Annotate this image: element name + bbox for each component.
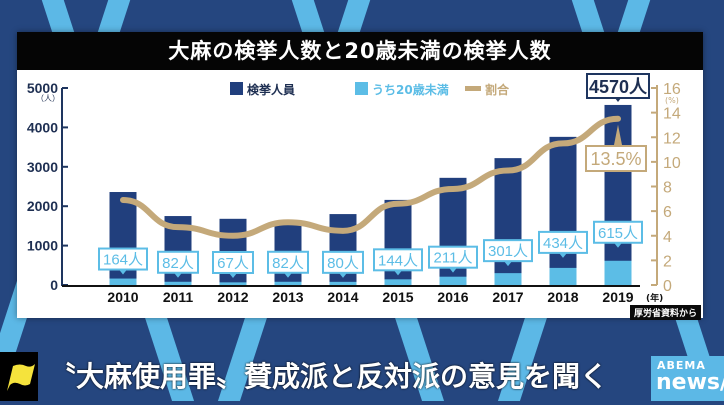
flag-icon (7, 364, 35, 391)
bar-under20 (549, 267, 577, 285)
total-callout-pointer (615, 98, 621, 102)
legend-swatch (465, 86, 481, 91)
under20-label-pointer (504, 261, 512, 267)
ratio-callout-box (585, 145, 647, 172)
legend-label: うち20歳未満 (372, 82, 449, 97)
x-axis-unit: (年) (646, 292, 663, 304)
under20-label-pointer (339, 272, 347, 278)
ratio-line (120, 115, 621, 239)
legend-swatch (230, 82, 243, 95)
x-axis-tick-label: 2013 (272, 289, 303, 305)
under20-label: 301人 (488, 243, 528, 260)
legend-label: 検挙人員 (247, 82, 295, 97)
source-label: 厚労省資料から (630, 305, 702, 320)
bar-under20 (604, 260, 632, 285)
right-axis-tick-label: 14 (663, 106, 681, 123)
right-axis-tick-label: 16 (663, 81, 681, 98)
left-axis-tick-label: 1000 (27, 238, 58, 254)
under20-label: 211人 (434, 250, 473, 267)
left-axis-tick-label: 4000 (27, 119, 58, 135)
under20-label: 67人 (217, 255, 249, 272)
left-axis-tick-label: 0 (50, 277, 58, 293)
flag-badge (0, 352, 38, 401)
x-axis-tick-label: 2010 (107, 289, 138, 305)
under20-label-pointer (284, 272, 292, 278)
under20-label-pointer (119, 269, 127, 275)
under20-label: 144人 (378, 252, 418, 269)
logo-line2: news/ (656, 370, 724, 395)
legend-swatch (355, 82, 368, 95)
bar-under20 (329, 281, 357, 285)
right-axis-tick-label: 6 (663, 204, 672, 221)
under20-label-pointer (449, 267, 457, 273)
right-axis-tick-label: 10 (663, 155, 681, 172)
under20-label-pointer (229, 273, 237, 278)
right-axis-tick-label: 2 (663, 253, 672, 270)
under20-label: 80人 (327, 255, 359, 272)
left-axis-tick-label: 2000 (27, 198, 58, 214)
under20-label-pointer (394, 270, 402, 276)
bar-under20 (164, 281, 192, 285)
bar-under20 (384, 279, 412, 285)
left-axis-tick-label: 5000 (27, 80, 58, 96)
bar-under20 (439, 276, 467, 285)
bar-under20 (219, 282, 247, 285)
under20-label: 164人 (103, 252, 143, 269)
under20-label: 615人 (598, 225, 638, 242)
abema-news-logo: ABEMA news/ (651, 356, 724, 401)
x-axis-tick-label: 2014 (327, 289, 358, 305)
x-axis-tick-label: 2015 (382, 289, 413, 305)
under20-label-pointer (174, 272, 182, 278)
right-axis-tick-label: 0 (663, 278, 672, 295)
right-axis-tick-label: 4 (663, 229, 672, 246)
under20-label-pointer (559, 252, 567, 258)
ratio-callout-pointer (614, 124, 622, 145)
right-axis-tick-label: 12 (663, 130, 681, 147)
x-axis-tick-label: 2018 (547, 289, 578, 305)
legend-label: 割合 (485, 82, 510, 97)
x-axis-tick-label: 2012 (217, 289, 248, 305)
under20-label-pointer (614, 242, 622, 248)
bar-under20 (494, 273, 522, 285)
bar-under20 (109, 278, 137, 285)
bar-total (549, 136, 577, 285)
x-axis-tick-label: 2019 (602, 289, 633, 305)
ratio-callout-label: 13.5% (590, 149, 641, 169)
chart-title: 大麻の検挙人数と20歳未満の検挙人数 (17, 32, 703, 70)
left-axis-tick-label: 3000 (27, 159, 58, 175)
x-axis-tick-label: 2011 (163, 289, 194, 305)
bar-under20 (274, 281, 302, 285)
news-headline: 〝大麻使用罪〟賛成派と反対派の意見を聞く (48, 360, 609, 393)
chart-area: 0 1000 2000 3000 4000 5000（人） 0 2 4 6 8 10 12 14 16(%)… (27, 73, 681, 305)
logo-line1: ABEMA (657, 359, 706, 372)
x-axis-tick-label: 2017 (492, 289, 523, 305)
under20-label: 82人 (272, 255, 304, 272)
right-axis-unit: (%) (665, 96, 679, 105)
under20-label: 434人 (543, 235, 583, 252)
under20-label-box (428, 245, 478, 269)
x-axis-tick-label: 2016 (437, 289, 468, 305)
right-axis-tick-label: 8 (663, 180, 672, 197)
left-axis-unit: （人） (36, 94, 60, 103)
under20-label: 82人 (162, 255, 194, 272)
total-callout-label: 4570人 (589, 77, 648, 97)
